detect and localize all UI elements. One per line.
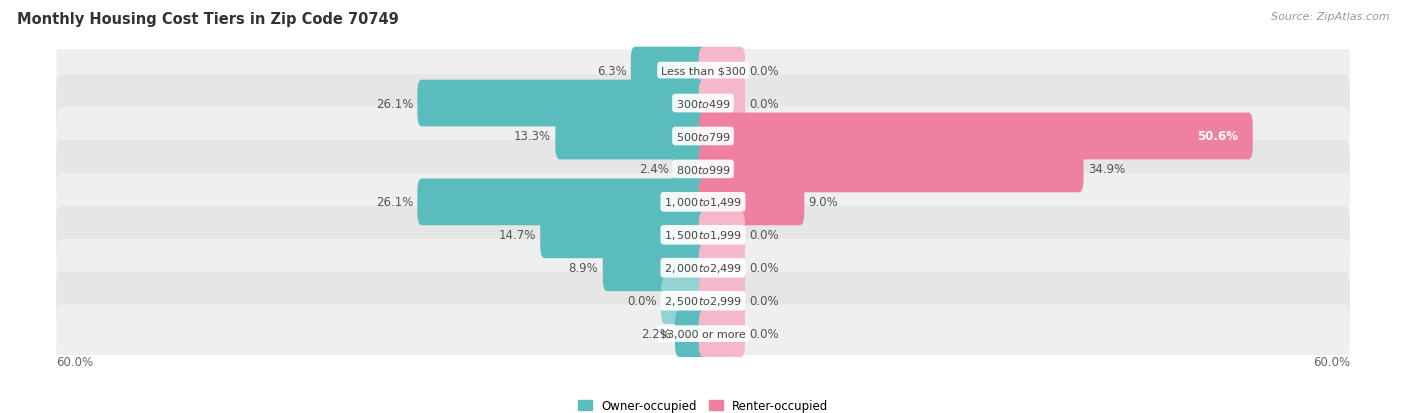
Text: 8.9%: 8.9% xyxy=(568,261,599,275)
Text: $1,000 to $1,499: $1,000 to $1,499 xyxy=(664,196,742,209)
FancyBboxPatch shape xyxy=(661,278,707,324)
Text: 2.4%: 2.4% xyxy=(638,163,668,176)
Text: 0.0%: 0.0% xyxy=(749,97,779,110)
FancyBboxPatch shape xyxy=(673,146,707,193)
Legend: Owner-occupied, Renter-occupied: Owner-occupied, Renter-occupied xyxy=(572,394,834,413)
Text: 0.0%: 0.0% xyxy=(749,294,779,307)
Text: $500 to $799: $500 to $799 xyxy=(675,131,731,142)
Text: $3,000 or more: $3,000 or more xyxy=(661,329,745,339)
Text: $2,000 to $2,499: $2,000 to $2,499 xyxy=(664,261,742,275)
Text: 2.2%: 2.2% xyxy=(641,328,671,340)
FancyBboxPatch shape xyxy=(675,311,707,357)
Text: 13.3%: 13.3% xyxy=(513,130,551,143)
FancyBboxPatch shape xyxy=(555,113,707,160)
Text: 50.6%: 50.6% xyxy=(1197,130,1237,143)
FancyBboxPatch shape xyxy=(56,140,1350,198)
FancyBboxPatch shape xyxy=(56,108,1350,166)
FancyBboxPatch shape xyxy=(56,75,1350,133)
Text: $2,500 to $2,999: $2,500 to $2,999 xyxy=(664,294,742,307)
FancyBboxPatch shape xyxy=(56,173,1350,231)
Text: 0.0%: 0.0% xyxy=(749,261,779,275)
Text: 0.0%: 0.0% xyxy=(749,328,779,340)
Text: 0.0%: 0.0% xyxy=(749,64,779,77)
FancyBboxPatch shape xyxy=(56,42,1350,100)
FancyBboxPatch shape xyxy=(699,179,804,225)
Text: 0.0%: 0.0% xyxy=(627,294,657,307)
FancyBboxPatch shape xyxy=(540,212,707,259)
FancyBboxPatch shape xyxy=(418,81,707,127)
Text: Monthly Housing Cost Tiers in Zip Code 70749: Monthly Housing Cost Tiers in Zip Code 7… xyxy=(17,12,399,27)
FancyBboxPatch shape xyxy=(56,305,1350,363)
FancyBboxPatch shape xyxy=(699,146,1084,193)
Text: 60.0%: 60.0% xyxy=(56,355,93,368)
Text: 6.3%: 6.3% xyxy=(596,64,627,77)
Text: Source: ZipAtlas.com: Source: ZipAtlas.com xyxy=(1271,12,1389,22)
Text: Less than $300: Less than $300 xyxy=(661,66,745,76)
Text: 60.0%: 60.0% xyxy=(1313,355,1350,368)
Text: 26.1%: 26.1% xyxy=(375,97,413,110)
FancyBboxPatch shape xyxy=(631,47,707,94)
FancyBboxPatch shape xyxy=(56,206,1350,264)
FancyBboxPatch shape xyxy=(56,239,1350,297)
Text: 26.1%: 26.1% xyxy=(375,196,413,209)
FancyBboxPatch shape xyxy=(699,311,745,357)
FancyBboxPatch shape xyxy=(56,272,1350,330)
FancyBboxPatch shape xyxy=(699,81,745,127)
FancyBboxPatch shape xyxy=(699,278,745,324)
FancyBboxPatch shape xyxy=(603,245,707,292)
Text: $1,500 to $1,999: $1,500 to $1,999 xyxy=(664,229,742,242)
Text: 9.0%: 9.0% xyxy=(808,196,838,209)
FancyBboxPatch shape xyxy=(699,47,745,94)
FancyBboxPatch shape xyxy=(699,113,1253,160)
Text: 34.9%: 34.9% xyxy=(1088,163,1125,176)
Text: 0.0%: 0.0% xyxy=(749,229,779,242)
FancyBboxPatch shape xyxy=(699,245,745,292)
Text: 14.7%: 14.7% xyxy=(499,229,536,242)
Text: $800 to $999: $800 to $999 xyxy=(675,164,731,176)
FancyBboxPatch shape xyxy=(418,179,707,225)
Text: $300 to $499: $300 to $499 xyxy=(675,98,731,110)
FancyBboxPatch shape xyxy=(699,212,745,259)
